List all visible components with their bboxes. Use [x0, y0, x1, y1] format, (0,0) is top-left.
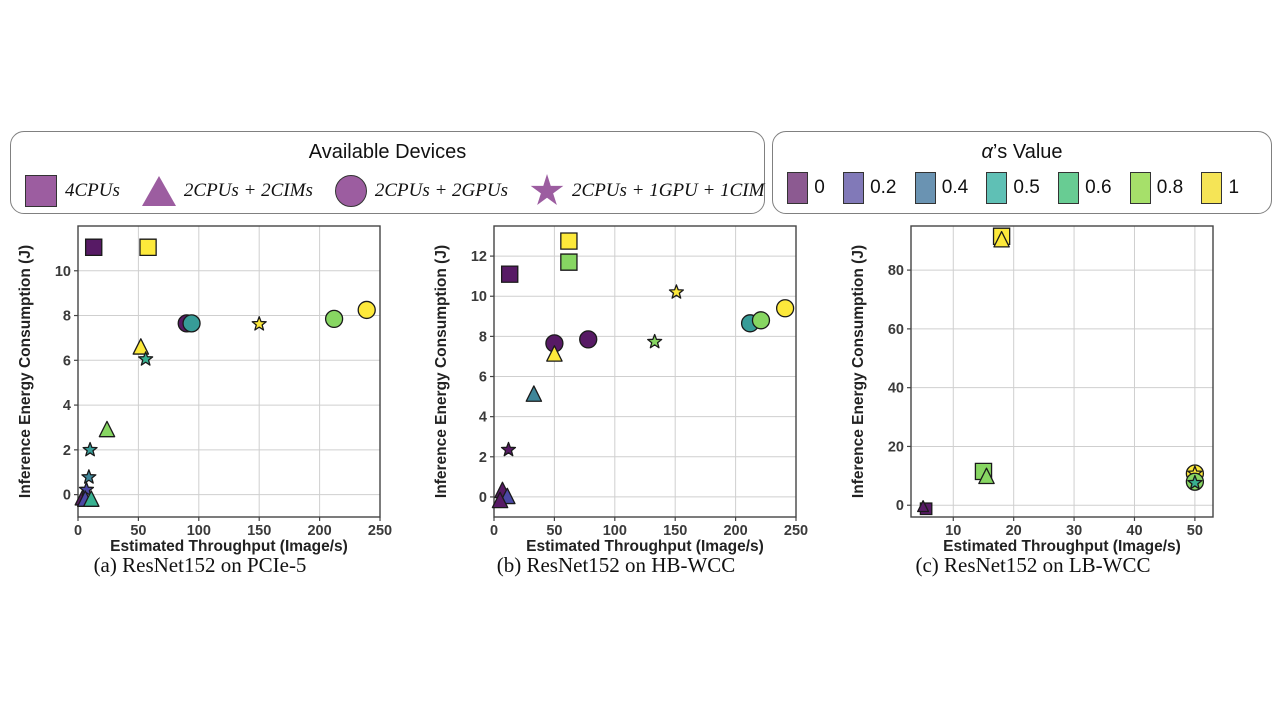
- svg-text:6: 6: [63, 353, 71, 369]
- svg-text:0: 0: [896, 498, 904, 514]
- svg-text:0: 0: [63, 488, 71, 504]
- svg-text:10: 10: [471, 289, 487, 305]
- svg-text:150: 150: [663, 523, 687, 539]
- svg-text:30: 30: [1066, 523, 1082, 539]
- svg-text:60: 60: [888, 322, 904, 338]
- svg-text:4: 4: [63, 398, 71, 414]
- svg-text:20: 20: [1006, 523, 1022, 539]
- svg-text:0: 0: [74, 523, 82, 539]
- svg-text:50: 50: [1187, 523, 1203, 539]
- svg-text:0: 0: [490, 523, 498, 539]
- svg-text:100: 100: [187, 523, 211, 539]
- svg-text:250: 250: [368, 523, 392, 539]
- svg-text:10: 10: [945, 523, 961, 539]
- svg-text:12: 12: [471, 249, 487, 265]
- svg-text:50: 50: [130, 523, 146, 539]
- svg-text:20: 20: [888, 439, 904, 455]
- svg-text:2: 2: [63, 443, 71, 459]
- svg-text:Inference Energy Consumption (: Inference Energy Consumption (J): [17, 245, 34, 498]
- svg-text:6: 6: [479, 370, 487, 386]
- svg-text:10: 10: [55, 264, 71, 280]
- svg-text:0: 0: [479, 490, 487, 506]
- svg-text:100: 100: [603, 523, 627, 539]
- svg-text:40: 40: [1126, 523, 1142, 539]
- svg-text:2: 2: [479, 450, 487, 466]
- svg-text:Inference Energy Consumption (: Inference Energy Consumption (J): [850, 245, 867, 498]
- svg-text:200: 200: [307, 523, 331, 539]
- svg-text:250: 250: [784, 523, 808, 539]
- svg-text:150: 150: [247, 523, 271, 539]
- svg-text:Inference Energy Consumption (: Inference Energy Consumption (J): [433, 245, 450, 498]
- svg-text:4: 4: [479, 410, 487, 426]
- svg-text:40: 40: [888, 381, 904, 397]
- svg-text:8: 8: [479, 329, 487, 345]
- svg-text:50: 50: [546, 523, 562, 539]
- svg-text:8: 8: [63, 309, 71, 325]
- svg-text:200: 200: [723, 523, 747, 539]
- svg-text:80: 80: [888, 263, 904, 279]
